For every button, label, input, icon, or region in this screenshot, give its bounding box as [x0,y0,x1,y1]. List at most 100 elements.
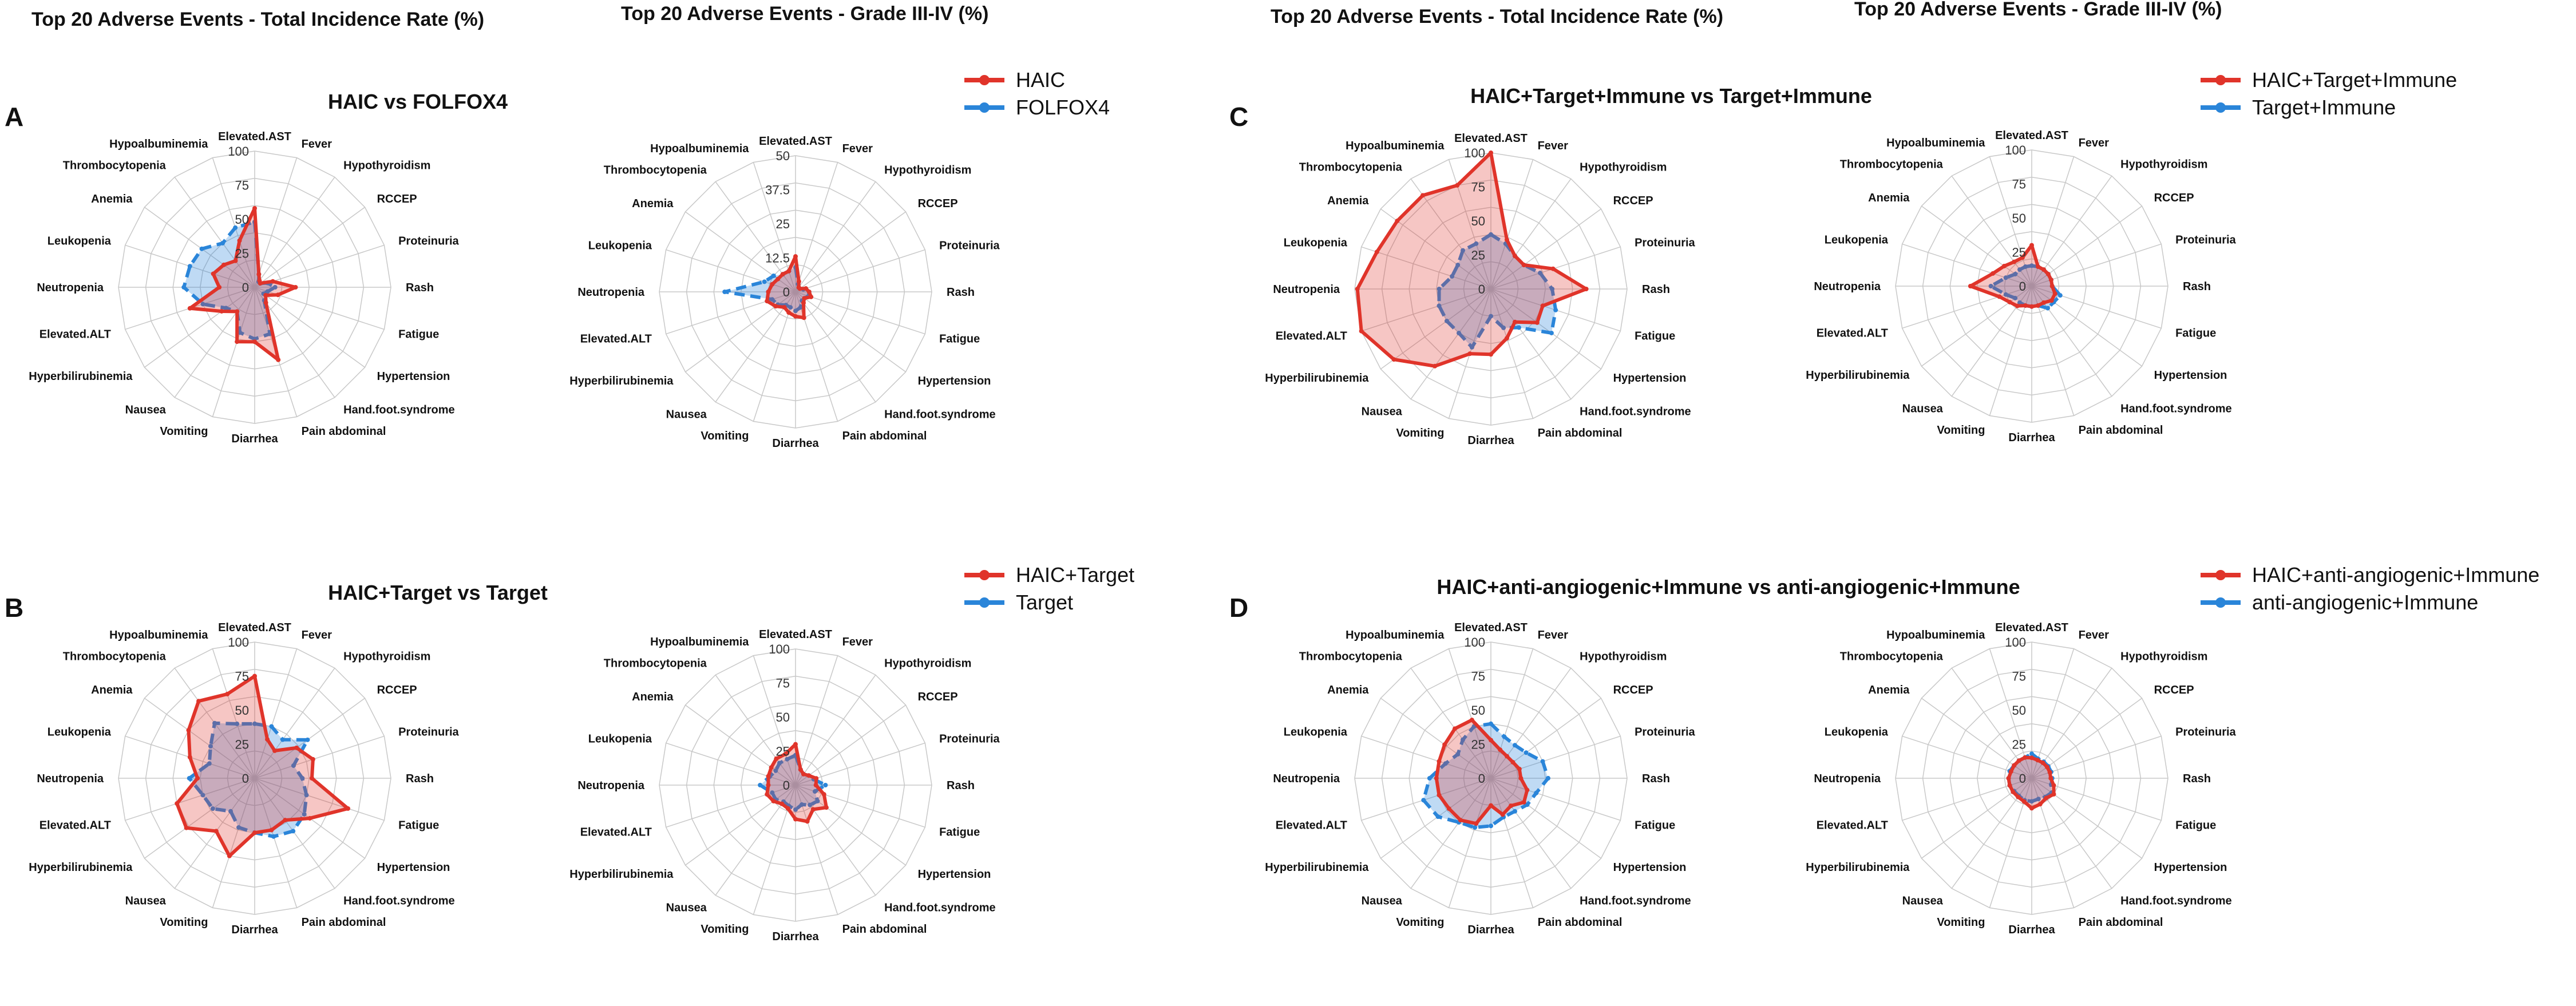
category-label: Hyperbilirubinemia [29,861,133,874]
legend-swatch-marker [979,597,990,608]
category-label: Hypoalbuminemia [109,138,208,150]
data-point-anti-angiogenic-immune [1461,737,1466,742]
data-point-target-immune [1437,303,1442,308]
data-point-haic [219,308,224,314]
category-label: Hypothyroidism [1580,161,1667,173]
category-label: Thrombocytopenia [604,657,707,670]
data-point-target-immune [1516,325,1521,330]
grid-spoke [254,698,365,779]
data-point-target-immune [2057,293,2063,298]
data-point-target [269,724,274,729]
data-point-anti-angiogenic-immune [1525,802,1530,807]
category-label: Hand.foot.syndrome [884,902,995,914]
data-point-haic-target-immune [2007,299,2012,304]
grid-spoke [174,778,255,889]
category-label: Proteinuria [939,732,1000,745]
data-point-target [291,763,296,768]
data-point-haic [221,262,227,267]
data-point-haic-target [801,771,806,777]
category-label: Proteinuria [2175,233,2236,246]
data-point-haic-target-immune [2049,298,2054,303]
data-point-haic-target [265,737,270,742]
series-area-target-immune [1439,234,1556,347]
category-label: Hand.foot.syndrome [343,895,454,908]
data-point-folfox4 [187,264,192,269]
data-point-folfox4 [722,290,727,294]
data-point-haic-anti-angiogenic-immune [1525,787,1530,793]
grid-spoke [254,778,335,889]
data-point-target-immune [2013,272,2018,277]
category-label: Neutropenia [1273,773,1340,785]
category-label: Neutropenia [37,773,104,785]
radial-tick-label: 50 [2012,703,2026,718]
category-label: Elevated.ALT [1817,819,1888,832]
legend: HAIC+Target Target [964,563,1134,614]
data-point-haic-target [175,801,180,806]
radial-tick-label: 100 [228,635,249,649]
data-point-haic-target-immune [2052,291,2057,296]
category-label: Vomiting [160,425,208,438]
grid-spoke [174,287,255,398]
data-point-haic-target-immune [1391,357,1396,362]
data-point-haic-anti-angiogenic-immune [2016,794,2021,799]
data-point-haic [275,292,280,298]
data-point-haic [263,292,268,298]
radial-tick-label: 25 [1471,248,1485,263]
grid-spoke [144,207,255,288]
category-label: Nausea [1902,895,1944,908]
data-point-haic-target [821,792,826,797]
legend-label: anti-angiogenic+Immune [2252,591,2478,614]
legend-label: HAIC [1016,68,1065,92]
category-label: Elevated.ALT [39,328,111,341]
data-point-target [793,807,798,812]
data-point-haic [802,296,807,301]
data-point-haic [766,290,771,294]
data-point-haic-anti-angiogenic-immune [1458,818,1463,823]
data-point-haic-target [766,774,771,779]
legend: HAIC+Target+Immune Target+Immune [2201,68,2457,119]
data-point-haic [237,238,242,243]
data-point-haic-target [766,783,771,787]
data-point-haic-target-immune [2001,264,2007,269]
data-point-haic-target-immune [1540,303,1545,308]
data-point-haic-target [345,806,350,811]
category-label: RCCEP [918,197,958,210]
data-point-haic-target-immune [1512,254,1517,259]
radial-tick-label: 0 [242,771,249,786]
category-label: Hypertension [2154,861,2227,874]
legend-label: Target [1016,591,1073,614]
category-label: Hypothyroidism [2120,158,2207,171]
radial-tick-label: 75 [1471,670,1485,684]
category-label: Hypoalbuminemia [650,142,749,155]
data-point-haic-target [785,806,790,811]
grid-spoke [795,704,906,786]
grid-spoke [212,287,255,417]
data-point-haic-target [779,801,785,806]
grid-spoke [212,648,255,779]
series-area-haic-target [177,676,348,856]
panel-b: B HAIC+Target vs Target HAIC+Target Target 0… [5,563,1134,943]
data-point-target [200,793,205,798]
data-point-anti-angiogenic-immune [1443,761,1448,766]
data-point-target [812,789,817,794]
category-label: Leukopenia [1284,236,1348,249]
data-point-haic-anti-angiogenic-immune [2016,758,2021,763]
category-label: RCCEP [377,684,417,696]
data-point-haic-anti-angiogenic-immune [1453,726,1458,731]
category-label: Leukopenia [588,732,652,745]
data-point-target [208,744,213,749]
grid-spoke [1410,668,1491,779]
radial-tick-label: 100 [1464,146,1485,160]
category-label: Diarrhea [772,930,819,943]
series-line-anti-angiogenic-immune [1422,722,1550,830]
series-area-target-immune [1991,266,2060,308]
category-label: Hypertension [377,370,450,383]
data-point-haic-target-immune [1534,320,1540,325]
radial-tick-label: 25 [776,217,790,231]
data-point-anti-angiogenic-immune [1540,759,1545,764]
legend: HAIC+anti-angiogenic+Immune anti-angiogen… [2201,563,2539,614]
data-point-haic [793,314,798,319]
category-label: Rash [1642,773,1670,785]
category-label: Leukopenia [48,235,112,247]
radial-tick-label: 50 [2012,211,2026,225]
